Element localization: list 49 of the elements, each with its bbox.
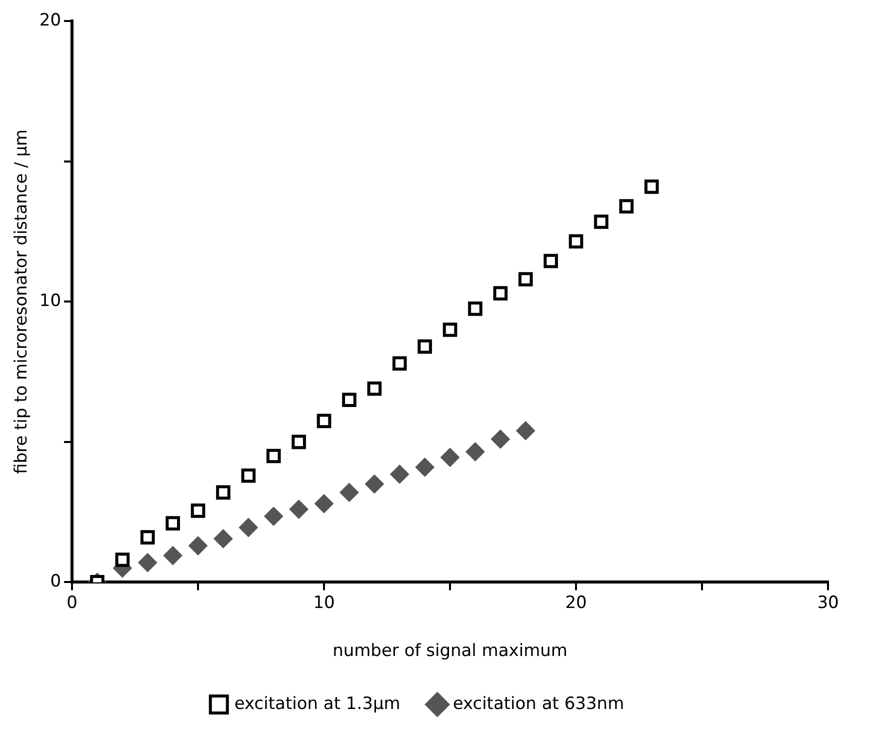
legend-label: excitation at 1.3µm bbox=[234, 694, 400, 714]
point bbox=[166, 516, 180, 530]
point bbox=[364, 474, 384, 494]
point bbox=[289, 500, 308, 519]
point bbox=[316, 414, 332, 428]
point bbox=[266, 448, 281, 464]
point bbox=[493, 286, 508, 300]
point bbox=[415, 458, 434, 477]
point bbox=[392, 356, 407, 371]
point bbox=[367, 382, 382, 396]
point bbox=[468, 302, 482, 316]
point bbox=[418, 339, 432, 354]
point bbox=[390, 464, 410, 484]
point bbox=[188, 536, 208, 556]
point bbox=[190, 504, 206, 518]
point bbox=[115, 552, 130, 567]
point bbox=[644, 180, 659, 194]
x-axis-title: number of signal maximum bbox=[332, 641, 568, 662]
point bbox=[466, 442, 485, 462]
point bbox=[163, 546, 182, 566]
point bbox=[292, 434, 306, 450]
point bbox=[214, 529, 233, 548]
point bbox=[568, 234, 584, 249]
y-axis-title: fibre tip to microresonator distance / µm bbox=[12, 129, 32, 474]
point bbox=[238, 518, 258, 538]
point bbox=[340, 482, 359, 502]
point bbox=[140, 530, 155, 544]
point bbox=[342, 392, 356, 408]
point bbox=[442, 322, 458, 337]
y-tick-label: 20 bbox=[39, 10, 62, 31]
point bbox=[516, 421, 536, 440]
x-tick-label: 20 bbox=[565, 592, 587, 613]
point bbox=[216, 485, 230, 500]
point bbox=[138, 553, 158, 572]
legend-label: excitation at 633nm bbox=[452, 694, 624, 714]
x-tick-label: 30 bbox=[817, 592, 839, 613]
point bbox=[518, 272, 533, 286]
point bbox=[619, 199, 634, 214]
y-tick-label: 10 bbox=[39, 291, 62, 312]
point bbox=[314, 494, 334, 514]
x-tick-label: 10 bbox=[313, 592, 335, 613]
point bbox=[241, 468, 256, 483]
point bbox=[594, 214, 608, 229]
point bbox=[264, 506, 284, 526]
y-tick-label: 0 bbox=[50, 572, 62, 592]
point bbox=[440, 448, 460, 467]
point bbox=[544, 254, 558, 268]
point bbox=[490, 430, 510, 449]
x-tick-label: 0 bbox=[66, 592, 78, 613]
